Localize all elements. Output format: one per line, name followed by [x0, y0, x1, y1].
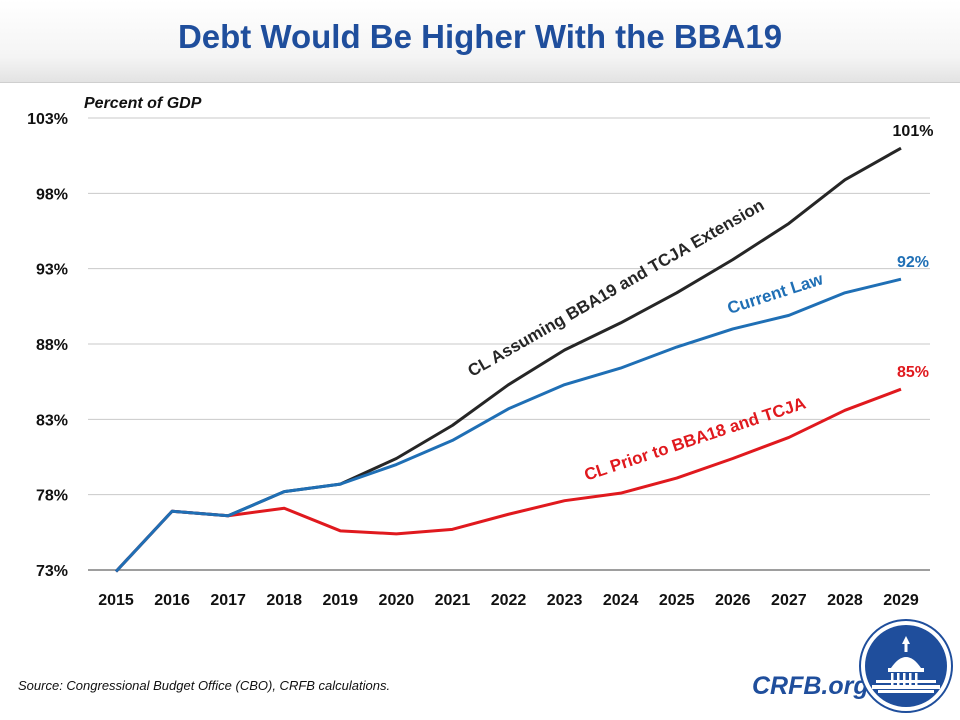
title-bar: Debt Would Be Higher With the BBA19	[0, 0, 960, 83]
x-tick-label: 2028	[827, 592, 863, 609]
x-axis-tick-labels: 2015 2016 2017 2018 2019 2020 2021 2022 2023 2024…	[98, 592, 919, 609]
x-tick-label: 2018	[266, 592, 302, 609]
y-tick-label: 73%	[36, 563, 68, 580]
series-label-current-law: Current Law	[725, 269, 826, 318]
series-label-bba19-extension: CL Assuming BBA19 and TCJA Extension	[464, 195, 767, 380]
y-tick-label: 88%	[36, 337, 68, 354]
x-tick-label: 2027	[771, 592, 807, 609]
x-tick-label: 2022	[491, 592, 527, 609]
crfb-capitol-logo	[859, 619, 953, 713]
y-axis-tick-labels: 73% 78% 83% 88% 93% 98% 103%	[27, 111, 68, 580]
x-tick-label: 2025	[659, 592, 695, 609]
y-tick-label: 93%	[36, 262, 68, 279]
x-tick-label: 2026	[715, 592, 751, 609]
brand-link[interactable]: CRFB.org	[752, 672, 869, 700]
series-line	[114, 277, 902, 573]
x-tick-label: 2019	[322, 592, 358, 609]
series-lines	[114, 146, 902, 573]
x-tick-label: 2029	[883, 592, 919, 609]
x-tick-label: 2015	[98, 592, 134, 609]
series-line	[114, 387, 902, 573]
x-tick-label: 2024	[603, 592, 639, 609]
series-end-label: 92%	[897, 254, 929, 271]
y-axis-label: Percent of GDP	[84, 95, 202, 112]
y-tick-label: 103%	[27, 111, 68, 128]
y-tick-label: 78%	[36, 488, 68, 505]
source-note: Source: Congressional Budget Office (CBO…	[18, 678, 391, 693]
x-tick-label: 2016	[154, 592, 190, 609]
series-end-label: 85%	[897, 364, 929, 381]
x-tick-label: 2023	[547, 592, 583, 609]
x-tick-label: 2017	[210, 592, 246, 609]
grid-lines	[88, 117, 930, 496]
page-title: Debt Would Be Higher With the BBA19	[177, 18, 783, 55]
x-tick-label: 2021	[435, 592, 471, 609]
y-tick-label: 83%	[36, 412, 68, 429]
series-end-label: 101%	[893, 123, 934, 140]
y-tick-label: 98%	[36, 186, 68, 203]
x-tick-label: 2020	[379, 592, 415, 609]
series-end-labels: 101% 92% 85%	[893, 123, 934, 381]
